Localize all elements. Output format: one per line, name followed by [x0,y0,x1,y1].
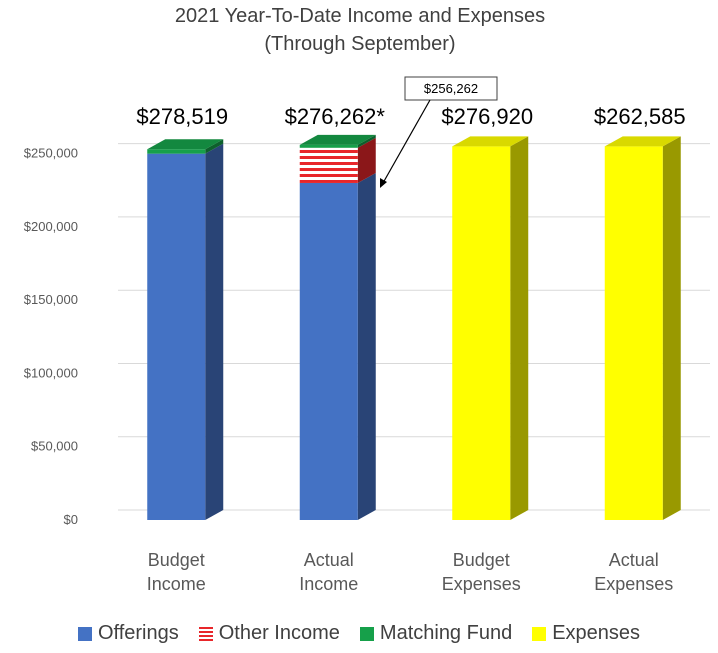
bar [147,153,206,520]
x-tick-label: Budget Expenses [441,550,521,594]
y-tick-label: $50,000 [31,439,78,454]
bar-side [205,139,224,154]
legend-swatch [359,626,374,641]
bar-top [299,134,376,145]
callout-arrow [382,99,431,184]
bar-side [357,137,376,183]
legend-label: Matching Fund [379,622,513,644]
y-tick-label: $100,000 [24,365,78,380]
legend-label: Offerings [97,622,179,644]
callout: $256,262 [424,81,478,96]
x-tick-label: Actual Expenses [594,550,674,594]
y-tick-label: $0 [64,512,78,527]
legend-item: Other Income [198,622,340,645]
bar [452,146,511,521]
y-tick-label: $250,000 [24,146,78,161]
chart: 2021 Year-To-Date Income and Expenses (T… [24,5,710,527]
legend-item: Expenses [532,622,640,645]
bar-top [452,136,529,147]
bar [604,146,663,521]
callout-arrowhead [380,178,387,188]
legend-item: Offerings [77,622,179,645]
legend: Offerings Other Income Matching Fund Expens… [0,622,718,645]
bar [299,147,358,183]
x-tick-label: Budget Income [146,550,206,594]
bar [299,182,358,520]
chart-title: 2021 Year-To-Date Income and Expenses [175,5,545,27]
callout-box [404,76,498,101]
x-tick-label: Actual Income [299,550,359,594]
bar [299,144,358,148]
total-label: $276,262* [285,104,386,129]
legend-swatch [198,626,213,641]
total-label: $276,920 [441,104,533,129]
legend-swatch [532,626,547,641]
bar-top [147,139,224,150]
bar-side [357,134,376,148]
bar-side [205,143,224,520]
y-tick-label: $150,000 [24,292,78,307]
y-tick-label: $200,000 [24,219,78,234]
bar [147,149,206,154]
legend-label: Other Income [218,622,340,644]
bar-side [357,172,376,520]
bar-side [510,136,529,521]
bar-top [604,136,681,147]
chart-subtitle: (Through September) [264,33,455,55]
bar-side [662,136,681,521]
legend-swatch [77,626,92,641]
legend-item: Matching Fund [359,622,513,645]
total-label: $278,519 [136,104,228,129]
legend-label: Expenses [552,622,641,644]
total-label: $262,585 [594,104,686,129]
